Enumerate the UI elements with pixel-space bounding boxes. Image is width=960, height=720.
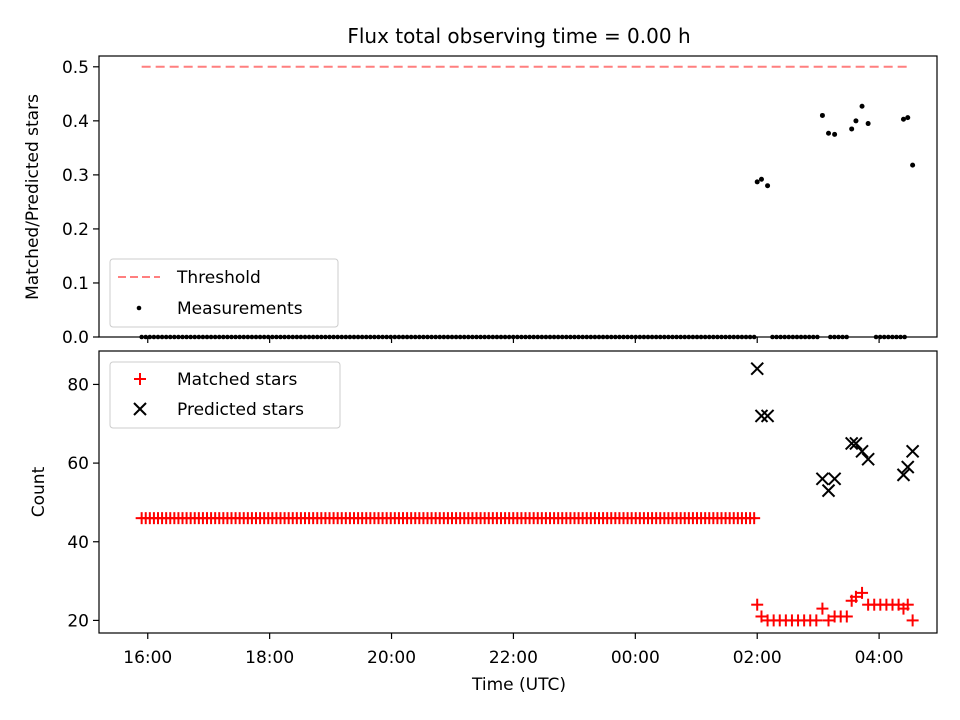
bottom-plot-area: 20 40 60 80 16:00 18:00 20:00 22:00 00:00 02:00 04…	[67, 350, 938, 668]
bottom-legend: Matched stars Predicted stars	[109, 361, 341, 429]
measurement-point	[826, 130, 832, 136]
predicted-star-marker	[844, 436, 859, 451]
matched-star-marker	[906, 614, 919, 627]
matched-star-marker	[856, 586, 869, 599]
measurement-point	[758, 176, 764, 182]
legend-predicted-label: Predicted stars	[177, 400, 304, 420]
x-tick-label: 00:00	[611, 648, 660, 668]
top-legend-box	[109, 258, 339, 328]
top-y-tick-label: 0.5	[62, 58, 89, 78]
chart-title: Flux total observing time = 0.00 h	[347, 24, 690, 48]
top-legend: Threshold Measurements	[109, 258, 339, 328]
matched-star-marker	[751, 598, 764, 611]
measurement-point	[910, 162, 916, 168]
predicted-star-marker	[821, 483, 836, 498]
matched-star-marker	[901, 598, 914, 611]
top-y-tick-label: 0.3	[62, 166, 89, 186]
predicted-star-marker	[901, 460, 915, 474]
legend-threshold-label: Threshold	[176, 268, 261, 288]
top-plot-frame	[98, 55, 938, 338]
bottom-plot-frame	[98, 350, 938, 634]
measurement-point	[849, 126, 855, 132]
measurement-point	[832, 131, 838, 137]
predicted-star-marker	[827, 472, 842, 486]
bottom-legend-box	[109, 361, 341, 429]
bottom-y-tick-label: 60	[67, 454, 89, 474]
bottom-y-tick-label: 40	[67, 533, 89, 553]
top-plot-area: 0.0 0.1 0.2 0.3 0.4 0.5	[62, 55, 938, 348]
legend-predicted-marker	[133, 402, 147, 416]
x-tick-label: 20:00	[367, 648, 416, 668]
legend-matched-marker	[134, 373, 146, 385]
predicted-star-marker	[754, 409, 769, 423]
x-tick-label: 02:00	[733, 648, 782, 668]
predicted-star-marker	[855, 444, 869, 458]
predicted-star-marker	[750, 361, 764, 376]
predicted-star-marker	[760, 409, 775, 423]
legend-measurement-dot	[136, 305, 142, 311]
measurement-point	[754, 179, 760, 185]
measurement-point	[900, 116, 906, 122]
matched-star-marker	[816, 602, 829, 615]
top-y-axis-label: Matched/Predicted stars	[23, 94, 43, 300]
x-axis-label: Time (UTC)	[471, 675, 566, 695]
measurement-point	[853, 118, 859, 124]
measurement-point	[819, 112, 825, 118]
matched-star-marker	[810, 614, 823, 627]
measurement-point	[865, 121, 871, 127]
predicted-star-marker	[849, 436, 863, 451]
bottom-y-tick-label: 20	[67, 611, 89, 631]
legend-measurements-label: Measurements	[177, 299, 303, 319]
bottom-y-tick-label: 80	[67, 375, 89, 395]
measurement-point	[905, 115, 911, 121]
top-panel: Flux total observing time = 0.00 h 0.00.…	[23, 24, 938, 348]
measurement-point	[765, 183, 771, 189]
top-y-tick-label: 0.2	[62, 220, 89, 240]
bottom-y-axis-label: Count	[29, 466, 49, 517]
matched-star-marker	[748, 512, 761, 525]
bottom-panel: 20 40 60 80 16:00 18:00 20:00 22:00 00:00 02:00 04…	[29, 350, 938, 695]
x-tick-label: 04:00	[855, 648, 904, 668]
predicted-star-marker	[905, 444, 920, 458]
matched-star-marker	[849, 590, 862, 603]
x-tick-label: 22:00	[489, 648, 538, 668]
top-y-tick-label: 0.4	[62, 112, 89, 132]
legend-matched-label: Matched stars	[177, 370, 297, 390]
matched-star-marker	[840, 610, 853, 623]
predicted-star-marker	[896, 468, 911, 482]
matched-star-marker	[822, 614, 835, 627]
x-tick-label: 18:00	[245, 648, 294, 668]
top-y-tick-label: 0.0	[62, 328, 89, 348]
measurement-point	[859, 103, 865, 109]
x-tick-label: 16:00	[123, 648, 172, 668]
predicted-star-marker	[861, 452, 875, 466]
matched-star-marker	[755, 610, 768, 623]
top-y-tick-label: 0.1	[62, 274, 89, 294]
predicted-star-marker	[815, 472, 830, 486]
